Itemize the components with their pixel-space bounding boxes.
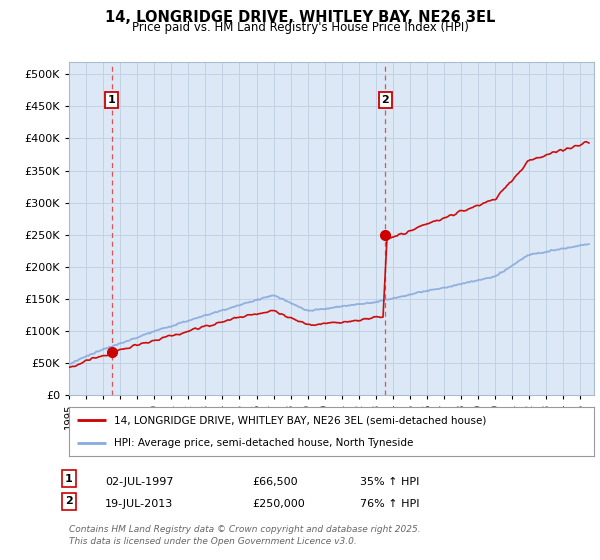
Text: 35% ↑ HPI: 35% ↑ HPI [360, 477, 419, 487]
Text: £66,500: £66,500 [252, 477, 298, 487]
Text: 19-JUL-2013: 19-JUL-2013 [105, 499, 173, 509]
Text: HPI: Average price, semi-detached house, North Tyneside: HPI: Average price, semi-detached house,… [113, 438, 413, 448]
Text: 76% ↑ HPI: 76% ↑ HPI [360, 499, 419, 509]
Text: Price paid vs. HM Land Registry's House Price Index (HPI): Price paid vs. HM Land Registry's House … [131, 21, 469, 34]
Text: 1: 1 [65, 474, 73, 484]
Text: 2: 2 [65, 496, 73, 506]
Text: 14, LONGRIDGE DRIVE, WHITLEY BAY, NE26 3EL: 14, LONGRIDGE DRIVE, WHITLEY BAY, NE26 3… [105, 10, 495, 25]
Text: 02-JUL-1997: 02-JUL-1997 [105, 477, 173, 487]
Text: Contains HM Land Registry data © Crown copyright and database right 2025.
This d: Contains HM Land Registry data © Crown c… [69, 525, 421, 546]
Text: 1: 1 [108, 95, 115, 105]
Text: 2: 2 [382, 95, 389, 105]
Text: 14, LONGRIDGE DRIVE, WHITLEY BAY, NE26 3EL (semi-detached house): 14, LONGRIDGE DRIVE, WHITLEY BAY, NE26 3… [113, 416, 486, 426]
Text: £250,000: £250,000 [252, 499, 305, 509]
